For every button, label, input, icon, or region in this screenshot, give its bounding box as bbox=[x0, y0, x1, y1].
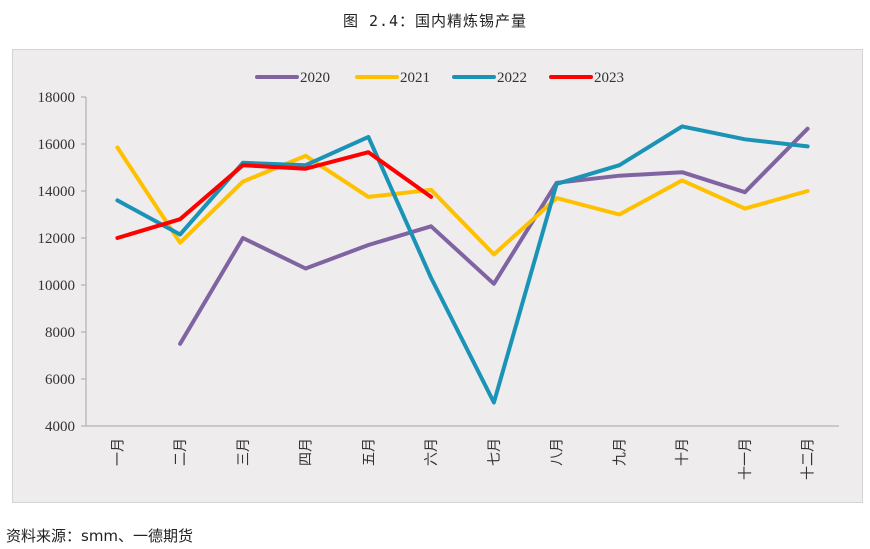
line-chart: 4000 6000 8000 10000 12000 14000 16000 18000 一月 二… bbox=[38, 70, 839, 480]
figure-title: 图 2.4：国内精炼锡产量 bbox=[342, 12, 528, 30]
y-tick-label: 4000 bbox=[45, 419, 75, 435]
x-tick-label: 八月 bbox=[550, 438, 566, 466]
legend-label-2022: 2022 bbox=[497, 70, 527, 86]
y-tick-label: 10000 bbox=[38, 278, 76, 294]
x-tick-label: 二月 bbox=[173, 438, 189, 466]
source-note: 资料来源：smm、一德期货 bbox=[6, 527, 194, 545]
x-tick-label: 三月 bbox=[236, 438, 252, 466]
legend-label-2021: 2021 bbox=[400, 70, 430, 86]
legend-label-2023: 2023 bbox=[594, 70, 624, 86]
legend-label-2020: 2020 bbox=[300, 70, 330, 86]
series-line-2021 bbox=[115, 145, 810, 257]
x-tick-label: 九月 bbox=[612, 438, 628, 466]
x-tick-label: 七月 bbox=[487, 438, 503, 466]
x-tick-label: 四月 bbox=[299, 438, 315, 466]
series-line-2020 bbox=[178, 126, 810, 346]
y-tick-label: 16000 bbox=[38, 137, 76, 153]
chart-frame: 4000 6000 8000 10000 12000 14000 16000 18000 一月 二… bbox=[12, 49, 863, 503]
y-tick-label: 8000 bbox=[45, 325, 75, 341]
x-tick-label: 十一月 bbox=[738, 438, 754, 480]
series-line-2022 bbox=[115, 124, 810, 405]
x-tick-label: 六月 bbox=[424, 438, 440, 466]
y-tick-label: 6000 bbox=[45, 372, 75, 388]
series-line-2023 bbox=[115, 150, 434, 240]
x-tick-label: 五月 bbox=[361, 438, 377, 466]
y-tick-label: 12000 bbox=[38, 231, 76, 247]
y-tick-label: 14000 bbox=[38, 184, 76, 200]
x-tick-label: 十二月 bbox=[801, 438, 817, 480]
x-tick-label: 一月 bbox=[110, 438, 126, 466]
x-tick-label: 十月 bbox=[675, 438, 691, 466]
y-tick-label: 18000 bbox=[38, 90, 76, 106]
